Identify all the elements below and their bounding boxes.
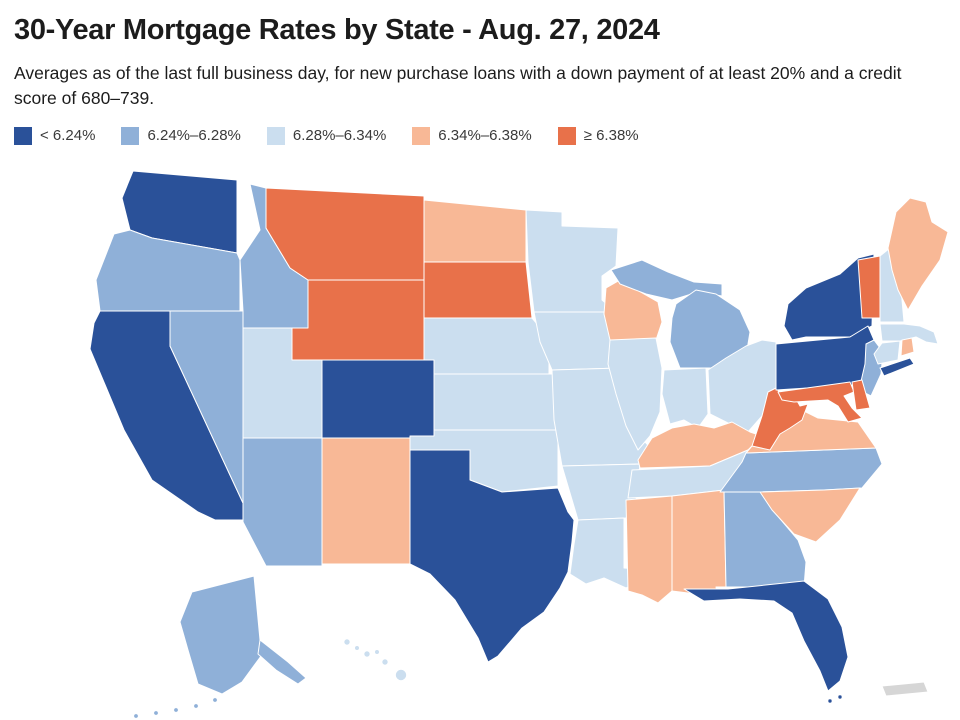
state-hi-island[interactable]	[374, 649, 380, 655]
state-ms[interactable]	[625, 495, 673, 604]
state-hi-island[interactable]	[363, 650, 371, 658]
state-ak-aleutians[interactable]	[133, 713, 139, 719]
state-nd[interactable]	[423, 199, 527, 263]
state-ct[interactable]	[873, 340, 901, 365]
figure-header: 30-Year Mortgage Rates by State - Aug. 2…	[0, 0, 960, 145]
state-ri[interactable]	[900, 337, 915, 357]
state-wy[interactable]	[291, 279, 425, 361]
state-in[interactable]	[661, 367, 709, 429]
state-mn[interactable]	[525, 209, 619, 313]
state-ak-aleutians[interactable]	[153, 710, 159, 716]
state-ak-aleutians[interactable]	[193, 703, 199, 709]
state-ak[interactable]	[179, 575, 265, 695]
state-wv[interactable]	[751, 387, 809, 451]
figure-subtitle: Averages as of the last full business da…	[14, 63, 902, 108]
page-title: 30-Year Mortgage Rates by State - Aug. 2…	[14, 14, 660, 46]
state-mi-upper[interactable]	[610, 259, 723, 301]
state-fl-keys[interactable]	[837, 694, 843, 700]
legend-swatch-icon	[412, 126, 431, 145]
state-de[interactable]	[851, 379, 871, 411]
legend-item-lt-624: < 6.24%	[14, 126, 96, 145]
legend-label: < 6.24%	[40, 127, 96, 145]
legend-label: 6.28%–6.34%	[292, 127, 387, 145]
state-hi-island[interactable]	[381, 658, 389, 666]
state-ak-aleutians[interactable]	[212, 697, 218, 703]
us-map-svg	[89, 170, 949, 719]
legend-label: 6.24%–6.28%	[147, 127, 241, 145]
us-choropleth-map	[0, 168, 960, 720]
legend-item-624-628: 6.24%–6.28%	[121, 126, 241, 145]
legend-swatch-icon	[121, 126, 140, 145]
state-tx[interactable]	[409, 449, 575, 663]
legend-swatch-icon	[557, 126, 576, 145]
state-hi-island[interactable]	[354, 645, 360, 651]
state-co[interactable]	[321, 359, 435, 439]
state-sc[interactable]	[759, 487, 861, 543]
state-ma[interactable]	[879, 323, 939, 345]
legend-swatch-icon	[266, 126, 285, 145]
state-fl[interactable]	[683, 580, 849, 692]
state-mt[interactable]	[265, 187, 425, 281]
legend-label: 6.34%–6.38%	[438, 127, 532, 145]
legend-item-628-634: 6.28%–6.34%	[266, 126, 387, 145]
state-al[interactable]	[671, 489, 727, 600]
state-hi-island[interactable]	[395, 669, 407, 681]
state-ak-panhandle[interactable]	[257, 639, 307, 685]
legend-swatch-icon	[14, 126, 32, 145]
state-vt[interactable]	[857, 255, 881, 319]
map-legend: < 6.24% 6.24%–6.28% 6.28%–6.34% 6.34%–6.…	[14, 126, 940, 145]
state-az[interactable]	[242, 437, 323, 567]
state-ny[interactable]	[783, 253, 875, 341]
state-fl-keys[interactable]	[827, 698, 833, 704]
legend-item-ge-638: ≥ 6.38%	[557, 126, 639, 145]
state-ne[interactable]	[423, 317, 550, 375]
state-ks[interactable]	[433, 373, 559, 431]
state-ny-long-island[interactable]	[879, 357, 915, 377]
state-hi-island[interactable]	[343, 638, 351, 646]
region-puerto-rico[interactable]	[881, 681, 929, 697]
state-ak-aleutians[interactable]	[173, 707, 179, 713]
legend-item-634-638: 6.34%–6.38%	[412, 126, 532, 145]
legend-label: ≥ 6.38%	[583, 127, 639, 145]
state-me[interactable]	[887, 197, 949, 311]
state-sd[interactable]	[423, 261, 533, 319]
state-il[interactable]	[607, 337, 663, 451]
state-nm[interactable]	[321, 437, 411, 565]
